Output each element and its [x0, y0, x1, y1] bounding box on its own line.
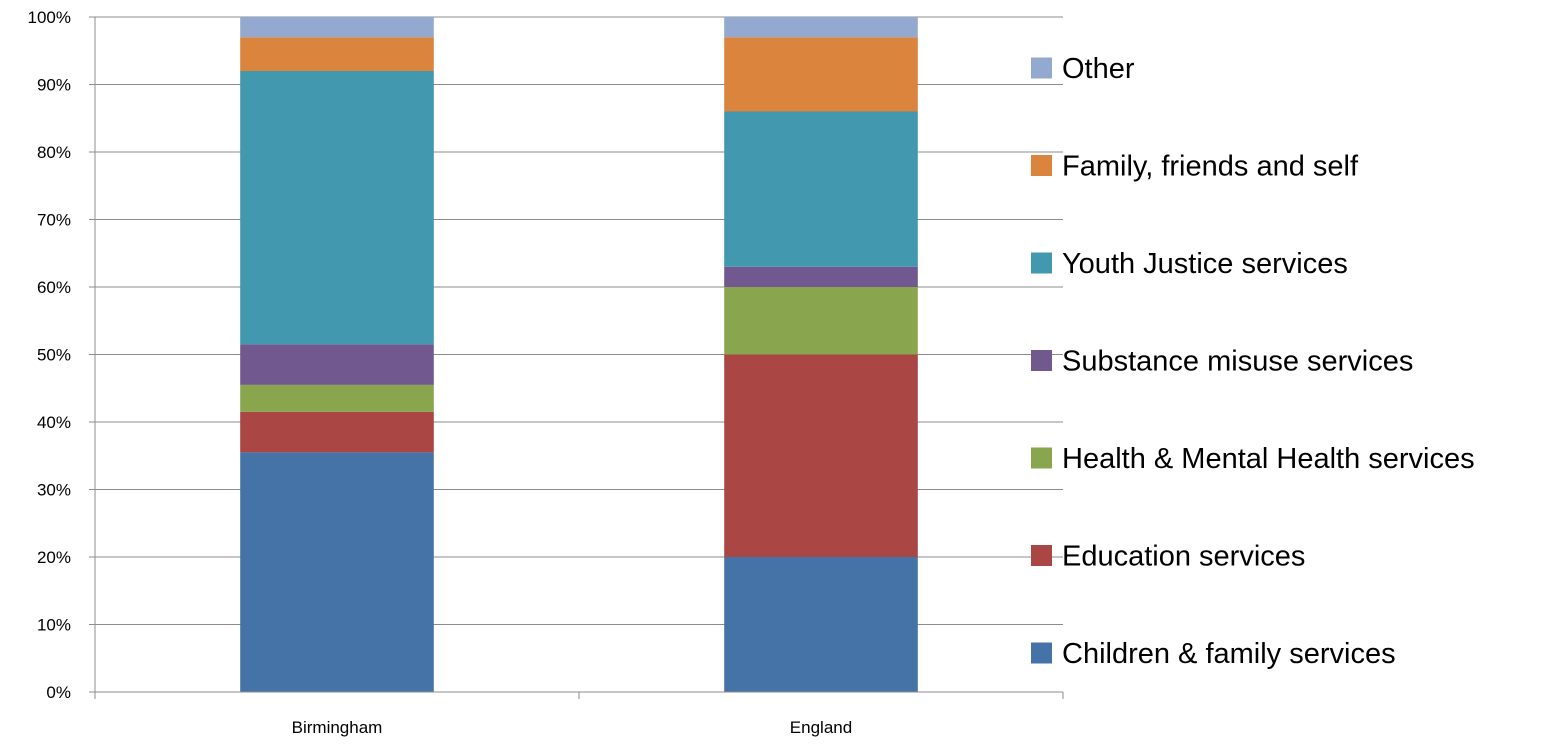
legend-swatch — [1031, 155, 1052, 176]
y-tick-label: 0% — [46, 683, 71, 702]
y-tick-label: 20% — [37, 548, 71, 567]
legend-label: Youth Justice services — [1062, 248, 1348, 280]
legend-label: Family, friends and self — [1062, 151, 1359, 183]
bar-segment — [240, 411, 434, 453]
y-tick-label: 50% — [37, 346, 71, 365]
legend-swatch — [1031, 447, 1052, 469]
legend-swatch — [1031, 57, 1052, 79]
bar-segment — [724, 354, 918, 557]
bar-segment — [240, 17, 434, 38]
y-tick-label: 40% — [37, 413, 71, 432]
bar-segment — [724, 557, 918, 692]
y-tick-label: 70% — [37, 211, 71, 230]
legend-label: Other — [1062, 53, 1135, 85]
bar-segment — [240, 384, 434, 412]
y-tick-label: 10% — [37, 616, 71, 635]
axes: 0% 10% 20% 30% 40% 50% 60% 70% 80% 90% 100% Birming… — [28, 8, 1064, 737]
bar-segment — [240, 71, 434, 345]
y-tick-label: 30% — [37, 481, 71, 500]
legend-swatch — [1031, 350, 1052, 371]
legend-swatch — [1031, 545, 1052, 566]
bar-segment — [724, 37, 918, 112]
legend-swatch — [1031, 252, 1052, 274]
y-tick-label: 90% — [37, 76, 71, 95]
bar-segment — [724, 266, 918, 287]
bar-segment — [240, 452, 434, 692]
bar-segment — [240, 37, 434, 71]
x-tick-label: England — [790, 718, 852, 737]
legend: Other Family, friends and self Youth Justi… — [1031, 53, 1475, 670]
bar-segment — [724, 17, 918, 38]
y-tick-label: 100% — [28, 8, 71, 27]
y-tick-label: 80% — [37, 143, 71, 162]
legend-label: Substance misuse services — [1062, 346, 1413, 378]
y-tick-label: 60% — [37, 278, 71, 297]
legend-label: Education services — [1062, 541, 1305, 573]
bar-segment — [724, 287, 918, 355]
bar-segment — [240, 344, 434, 385]
legend-label: Children & family services — [1062, 638, 1396, 670]
legend-swatch — [1031, 642, 1052, 664]
bar-segment — [724, 111, 918, 267]
legend-label: Health & Mental Health services — [1062, 443, 1475, 475]
x-tick-label: Birmingham — [292, 718, 383, 737]
bars — [240, 17, 918, 692]
